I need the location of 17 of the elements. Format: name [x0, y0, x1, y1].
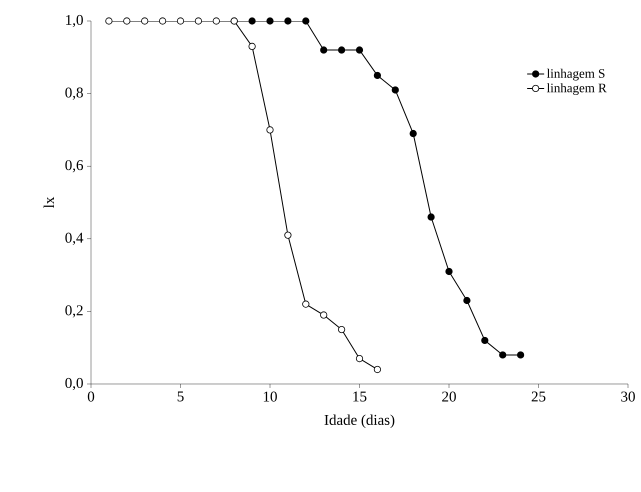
legend-label: linhagem S: [546, 68, 604, 81]
x-tick-label: 10: [264, 392, 277, 402]
x-axis-title: Idade (dias): [324, 414, 394, 428]
x-tick-label: 20: [442, 392, 456, 402]
legend-label: linhagem R: [546, 83, 607, 95]
y-tick-label: 0,0: [65, 378, 83, 390]
x-tick-label: 0: [88, 392, 94, 402]
y-tick-label: 1,0: [66, 14, 83, 28]
y-tick-label: 0,8: [65, 87, 83, 100]
x-tick-label: 15: [353, 392, 366, 402]
y-tick-label: 0,2: [65, 305, 83, 318]
x-tick-label: 5: [178, 392, 184, 402]
x-tick-label: 30: [621, 392, 635, 402]
y-tick-label: 0,6: [65, 160, 84, 172]
x-tick-label: 25: [532, 392, 546, 402]
y-axis-title: lx: [44, 196, 54, 208]
y-tick-label: 0,4: [65, 232, 84, 245]
